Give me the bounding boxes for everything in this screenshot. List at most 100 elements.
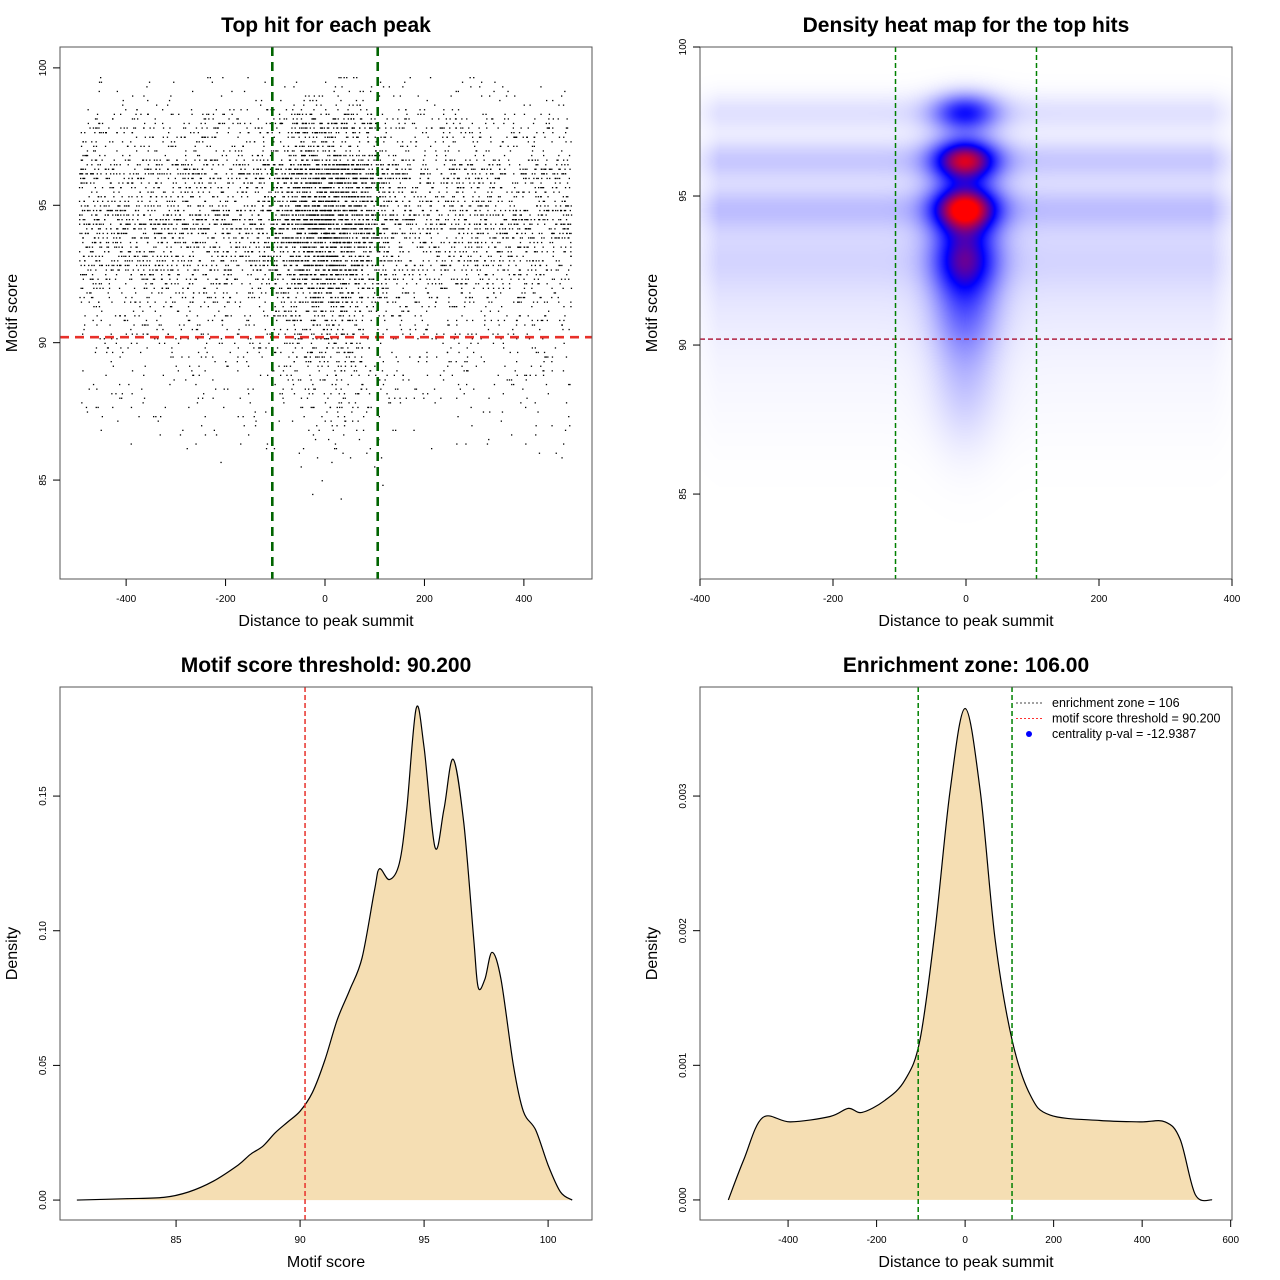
- data-point: [430, 237, 432, 239]
- data-point: [174, 301, 176, 303]
- data-point: [502, 232, 504, 235]
- data-point: [119, 315, 121, 317]
- data-point: [504, 118, 506, 120]
- data-point: [382, 196, 384, 198]
- data-point: [485, 241, 487, 244]
- data-point: [210, 283, 212, 285]
- data-point: [542, 200, 544, 202]
- data-point: [508, 260, 511, 262]
- data-point: [162, 141, 164, 143]
- data-point: [301, 338, 303, 340]
- data-point: [104, 154, 106, 157]
- data-point: [78, 200, 81, 202]
- data-point: [350, 209, 352, 212]
- data-point: [309, 177, 312, 180]
- data-point: [250, 338, 252, 340]
- data-point: [368, 196, 370, 198]
- data-point: [279, 315, 281, 317]
- data-point: [378, 269, 380, 271]
- data-point: [236, 177, 238, 180]
- data-point: [365, 388, 368, 390]
- data-point: [449, 205, 451, 207]
- data-point: [134, 223, 136, 225]
- data-point: [446, 122, 448, 125]
- data-point: [536, 132, 538, 134]
- data-point: [115, 237, 118, 239]
- data-point: [161, 260, 163, 262]
- data-point: [258, 246, 260, 248]
- data-point: [321, 264, 324, 267]
- data-point: [532, 237, 534, 239]
- data-point: [307, 301, 309, 303]
- data-point: [347, 246, 349, 248]
- data-point: [369, 232, 371, 235]
- data-point: [278, 232, 280, 235]
- data-point: [462, 228, 465, 230]
- data-point: [82, 241, 84, 244]
- data-point: [330, 296, 332, 299]
- data-point: [360, 361, 362, 363]
- data-point: [374, 136, 376, 138]
- data-point: [294, 347, 297, 349]
- data-point: [215, 136, 217, 138]
- data-point: [282, 196, 284, 198]
- data-point: [147, 324, 149, 326]
- data-point: [430, 219, 432, 221]
- data-point: [454, 228, 457, 230]
- data-point: [277, 191, 279, 193]
- data-point: [355, 200, 357, 202]
- data-point: [282, 223, 284, 225]
- data-point: [341, 173, 343, 175]
- data-point: [265, 122, 268, 125]
- data-point: [350, 255, 353, 257]
- data-point: [286, 228, 289, 230]
- data-point: [352, 351, 354, 354]
- data-point: [180, 328, 182, 331]
- data-point: [187, 191, 189, 193]
- data-point: [132, 269, 134, 271]
- data-point: [447, 219, 449, 221]
- data-point: [546, 173, 548, 175]
- data-point: [452, 209, 454, 212]
- data-point: [306, 187, 308, 189]
- data-point: [320, 173, 322, 175]
- data-point: [335, 241, 338, 244]
- data-point: [97, 196, 99, 198]
- data-point: [249, 219, 251, 221]
- data-point: [321, 315, 323, 317]
- data-point: [138, 416, 140, 418]
- data-point: [313, 223, 315, 225]
- data-point: [427, 177, 429, 180]
- data-point: [461, 278, 463, 280]
- data-point: [372, 182, 374, 184]
- data-point: [321, 223, 323, 225]
- data-point: [343, 118, 345, 120]
- data-point: [127, 182, 130, 184]
- data-point: [377, 164, 379, 166]
- data-point: [81, 209, 84, 212]
- data-point: [294, 132, 297, 134]
- data-point: [158, 264, 161, 267]
- data-point: [382, 164, 384, 166]
- data-point: [556, 159, 558, 161]
- data-point: [296, 196, 298, 198]
- data-point: [123, 319, 125, 322]
- data-point: [429, 77, 432, 79]
- data-point: [355, 324, 358, 326]
- data-point: [215, 219, 218, 221]
- data-point: [92, 127, 95, 129]
- data-point: [315, 246, 317, 248]
- data-point: [568, 187, 571, 189]
- data-point: [369, 370, 371, 372]
- data-point: [303, 164, 306, 166]
- data-point: [402, 173, 405, 175]
- data-point: [130, 443, 132, 445]
- data-point: [339, 264, 341, 267]
- data-point: [215, 159, 217, 161]
- data-point: [364, 200, 366, 202]
- data-point: [149, 274, 151, 276]
- data-point: [499, 164, 501, 166]
- data-point: [291, 315, 293, 317]
- data-point: [382, 173, 384, 175]
- data-point: [200, 187, 202, 189]
